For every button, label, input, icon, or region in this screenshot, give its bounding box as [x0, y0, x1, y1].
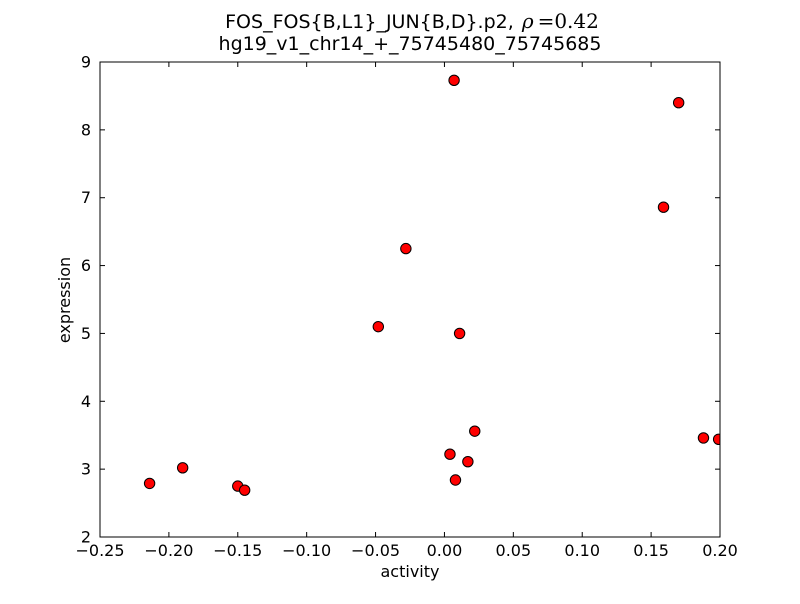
data-point: [453, 327, 466, 340]
chart-title-line2: hg19_v1_chr14_+_75745480_75745685: [219, 33, 602, 55]
data-point: [657, 201, 670, 213]
x-axis-label: activity: [381, 562, 440, 581]
x-tick-label: 0.00: [427, 541, 463, 560]
x-tick-label: −0.05: [351, 541, 400, 560]
data-point: [143, 477, 156, 490]
rho-value: =0.42: [538, 9, 599, 33]
y-tick-label: 4: [81, 392, 91, 411]
tick-marks: [99, 61, 721, 538]
y-tick-label: 6: [81, 256, 91, 275]
data-point: [672, 97, 685, 109]
axes-frame: [99, 61, 721, 538]
data-point: [400, 242, 412, 255]
x-tick-label: −0.15: [213, 541, 262, 560]
y-tick-labels: 2 3 4 5 6 7 8 9: [81, 53, 91, 547]
data-point: [238, 484, 251, 496]
y-tick-label: 9: [81, 53, 91, 72]
chart-title-line1: FOS_FOS{B,L1}_JUN{B,D}.p2, ρ =0.42: [225, 9, 599, 33]
data-point: [469, 425, 481, 437]
x-tick-labels: −0.25 −0.20 −0.15 −0.10 −0.05 0.00 0.05 0.10 0.1…: [75, 541, 737, 560]
x-tick-label: −0.25: [75, 541, 124, 560]
y-axis-label: expression: [55, 257, 74, 343]
data-point: [449, 474, 462, 486]
y-tick-label: 5: [81, 324, 91, 343]
data-point: [448, 74, 460, 87]
data-point: [372, 320, 385, 333]
x-tick-label: −0.10: [282, 541, 331, 560]
y-tick-label: 8: [81, 120, 91, 139]
scatter-points: [143, 74, 720, 496]
x-tick-label: 0.05: [496, 541, 532, 560]
data-point: [462, 455, 474, 468]
x-tick-label: 0.15: [633, 541, 669, 560]
data-point: [176, 462, 189, 474]
data-point: [444, 448, 456, 460]
y-tick-label: 7: [81, 188, 91, 207]
rho-symbol: ρ: [521, 9, 534, 33]
y-tick-label: 3: [81, 460, 91, 479]
data-point: [712, 433, 720, 445]
y-tick-label: 2: [81, 528, 91, 547]
x-tick-label: 0.20: [702, 541, 738, 560]
title-gene-id: FOS_FOS{B,L1}_JUN{B,D}.p2,: [225, 11, 520, 33]
x-tick-label: −0.20: [144, 541, 193, 560]
x-tick-label: 0.10: [564, 541, 600, 560]
data-point: [697, 432, 710, 444]
